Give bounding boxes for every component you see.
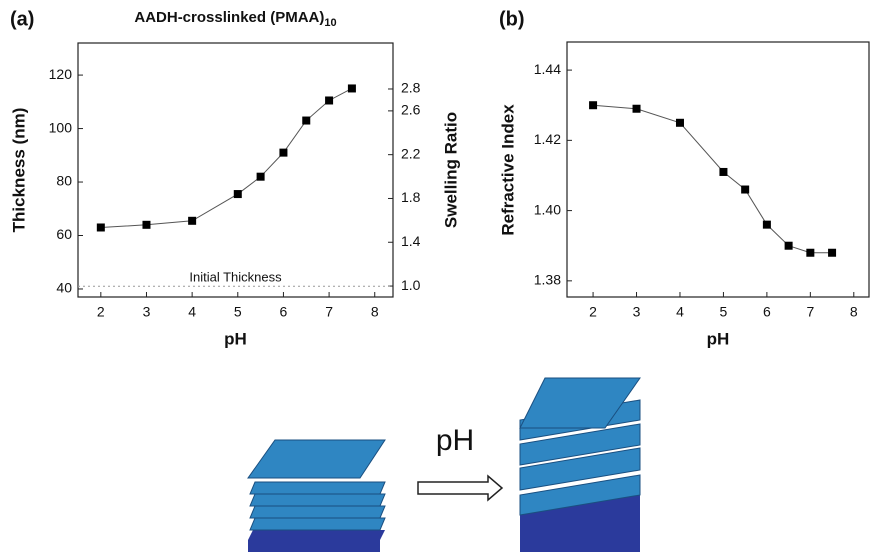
reference-label: Initial Thickness <box>189 270 282 285</box>
top-plate <box>247 439 386 479</box>
x-tick-label: 6 <box>763 304 771 320</box>
substrate <box>520 495 640 552</box>
x-tick-label: 4 <box>676 304 684 320</box>
y2-tick-label: 1.8 <box>401 189 421 205</box>
marker <box>279 148 288 157</box>
x-tick-label: 5 <box>234 304 242 320</box>
marker <box>719 167 728 176</box>
x-tick-label: 2 <box>589 304 597 320</box>
arrow <box>417 474 504 502</box>
marker <box>256 172 265 181</box>
y2-axis-label: Swelling Ratio <box>441 112 460 228</box>
x-tick-label: 7 <box>325 304 333 320</box>
marker <box>806 248 815 257</box>
substrate <box>248 530 385 540</box>
layer <box>519 474 641 516</box>
y2-tick-label: 2.6 <box>401 102 421 118</box>
series-line <box>100 88 353 228</box>
layer <box>519 423 641 466</box>
marker <box>784 241 793 250</box>
schematic: pH <box>247 377 641 552</box>
y2-tick-label: 2.8 <box>401 80 421 96</box>
marker <box>589 101 598 110</box>
x-tick-label: 6 <box>280 304 288 320</box>
y-tick-label: 120 <box>49 66 73 82</box>
marker <box>347 84 356 93</box>
layer <box>249 493 386 507</box>
top-plate <box>519 377 641 429</box>
panel-label: (b) <box>499 8 525 30</box>
x-axis-label: pH <box>707 329 730 348</box>
panel-label: (a) <box>10 8 34 30</box>
marker <box>741 185 750 194</box>
y2-tick-label: 1.0 <box>401 277 421 293</box>
x-tick-label: 2 <box>97 304 105 320</box>
marker <box>632 104 641 113</box>
x-axis-label: pH <box>224 329 247 348</box>
layer <box>249 517 386 531</box>
plot-frame <box>77 42 394 298</box>
marker <box>828 248 837 257</box>
x-tick-label: 7 <box>806 304 814 320</box>
layer <box>249 481 386 495</box>
y-tick-label: 60 <box>56 226 72 242</box>
y2-tick-label: 2.2 <box>401 145 421 161</box>
x-tick-label: 4 <box>188 304 196 320</box>
marker <box>675 118 684 127</box>
y-tick-label: 80 <box>56 173 72 189</box>
y-tick-label: 100 <box>49 119 73 135</box>
y-tick-label: 40 <box>56 280 72 296</box>
series-line <box>593 104 833 254</box>
y-axis-label: Thickness (nm) <box>9 108 28 233</box>
title-text: AADH-crosslinked (PMAA) <box>134 9 324 26</box>
x-tick-label: 8 <box>850 304 858 320</box>
chart-title: AADH-crosslinked (PMAA)10 <box>134 9 336 29</box>
y2-tick-label: 1.4 <box>401 233 421 249</box>
plot-frame <box>566 41 870 298</box>
y-tick-label: 1.42 <box>534 131 561 147</box>
marker <box>762 220 771 229</box>
marker <box>188 216 197 225</box>
x-tick-label: 8 <box>371 304 379 320</box>
marker <box>142 220 151 229</box>
x-tick-label: 5 <box>720 304 728 320</box>
title-subscript: 10 <box>324 17 336 29</box>
layer <box>249 505 386 519</box>
x-tick-label: 3 <box>143 304 151 320</box>
marker <box>325 96 334 105</box>
marker <box>233 190 242 199</box>
x-tick-label: 3 <box>633 304 641 320</box>
marker <box>96 223 105 232</box>
layer <box>519 447 641 491</box>
y-axis-label: Refractive Index <box>498 104 517 236</box>
substrate <box>248 540 380 552</box>
y-tick-label: 1.38 <box>534 272 561 288</box>
marker <box>302 116 311 125</box>
schematic-label: pH <box>436 424 474 457</box>
y-tick-label: 1.44 <box>534 61 561 77</box>
y-tick-label: 1.40 <box>534 201 561 217</box>
